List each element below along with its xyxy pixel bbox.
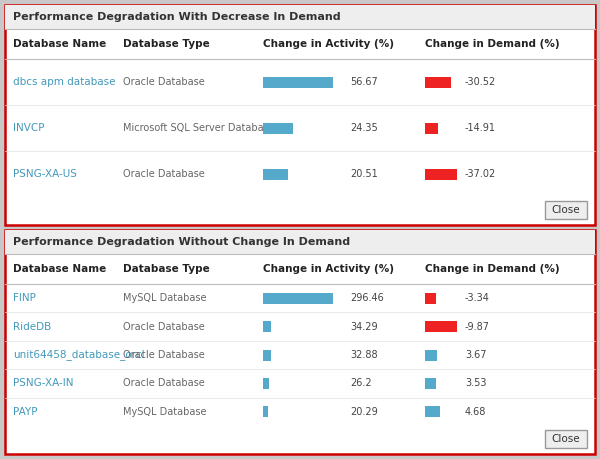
FancyBboxPatch shape <box>425 406 440 417</box>
FancyBboxPatch shape <box>263 77 333 88</box>
Text: Oracle Database: Oracle Database <box>123 77 205 87</box>
Text: 4.68: 4.68 <box>465 407 487 417</box>
Text: -14.91: -14.91 <box>465 123 496 133</box>
FancyBboxPatch shape <box>425 349 437 360</box>
FancyBboxPatch shape <box>5 5 595 29</box>
Text: -9.87: -9.87 <box>465 322 490 331</box>
Text: MySQL Database: MySQL Database <box>123 293 206 303</box>
Text: -30.52: -30.52 <box>465 77 496 87</box>
FancyBboxPatch shape <box>545 430 587 448</box>
Text: 296.46: 296.46 <box>350 293 384 303</box>
Text: Performance Degradation Without Change In Demand: Performance Degradation Without Change I… <box>13 237 350 247</box>
Text: Change in Demand (%): Change in Demand (%) <box>425 264 560 274</box>
Text: -3.34: -3.34 <box>465 293 490 303</box>
Text: Change in Activity (%): Change in Activity (%) <box>263 39 394 49</box>
FancyBboxPatch shape <box>425 77 451 88</box>
FancyBboxPatch shape <box>5 230 595 454</box>
FancyBboxPatch shape <box>425 321 457 332</box>
Text: 20.29: 20.29 <box>350 407 378 417</box>
Text: dbcs apm database: dbcs apm database <box>13 77 115 87</box>
Text: unit64458_database_orcl: unit64458_database_orcl <box>13 350 145 360</box>
FancyBboxPatch shape <box>263 349 271 360</box>
Text: Close: Close <box>551 205 580 215</box>
Text: 26.2: 26.2 <box>350 378 371 388</box>
Text: 32.88: 32.88 <box>350 350 377 360</box>
Text: Database Type: Database Type <box>123 264 210 274</box>
FancyBboxPatch shape <box>263 293 333 304</box>
Text: 3.53: 3.53 <box>465 378 487 388</box>
Text: Oracle Database: Oracle Database <box>123 322 205 331</box>
Text: PSNG-XA-IN: PSNG-XA-IN <box>13 378 74 388</box>
Text: Microsoft SQL Server Database: Microsoft SQL Server Database <box>123 123 275 133</box>
FancyBboxPatch shape <box>425 123 438 134</box>
Text: Change in Demand (%): Change in Demand (%) <box>425 39 560 49</box>
FancyBboxPatch shape <box>5 230 595 254</box>
FancyBboxPatch shape <box>425 378 436 389</box>
Text: Oracle Database: Oracle Database <box>123 350 205 360</box>
FancyBboxPatch shape <box>5 5 595 225</box>
Text: Database Name: Database Name <box>13 264 106 274</box>
FancyBboxPatch shape <box>545 201 587 219</box>
Text: Database Name: Database Name <box>13 39 106 49</box>
Text: 56.67: 56.67 <box>350 77 378 87</box>
FancyBboxPatch shape <box>263 123 293 134</box>
Text: RideDB: RideDB <box>13 322 51 331</box>
Text: INVCP: INVCP <box>13 123 44 133</box>
Text: Oracle Database: Oracle Database <box>123 169 205 179</box>
FancyBboxPatch shape <box>263 406 268 417</box>
FancyBboxPatch shape <box>263 378 269 389</box>
Text: Close: Close <box>551 434 580 444</box>
Text: Database Type: Database Type <box>123 39 210 49</box>
Text: Performance Degradation With Decrease In Demand: Performance Degradation With Decrease In… <box>13 12 341 22</box>
Text: PAYP: PAYP <box>13 407 37 417</box>
Text: FINP: FINP <box>13 293 36 303</box>
Text: 3.67: 3.67 <box>465 350 487 360</box>
Text: 34.29: 34.29 <box>350 322 377 331</box>
Text: -37.02: -37.02 <box>465 169 496 179</box>
FancyBboxPatch shape <box>263 321 271 332</box>
Text: MySQL Database: MySQL Database <box>123 407 206 417</box>
FancyBboxPatch shape <box>425 293 436 304</box>
Text: 20.51: 20.51 <box>350 169 378 179</box>
FancyBboxPatch shape <box>263 168 289 179</box>
Text: Oracle Database: Oracle Database <box>123 378 205 388</box>
FancyBboxPatch shape <box>425 168 457 179</box>
Text: Change in Activity (%): Change in Activity (%) <box>263 264 394 274</box>
Text: 24.35: 24.35 <box>350 123 378 133</box>
Text: PSNG-XA-US: PSNG-XA-US <box>13 169 77 179</box>
